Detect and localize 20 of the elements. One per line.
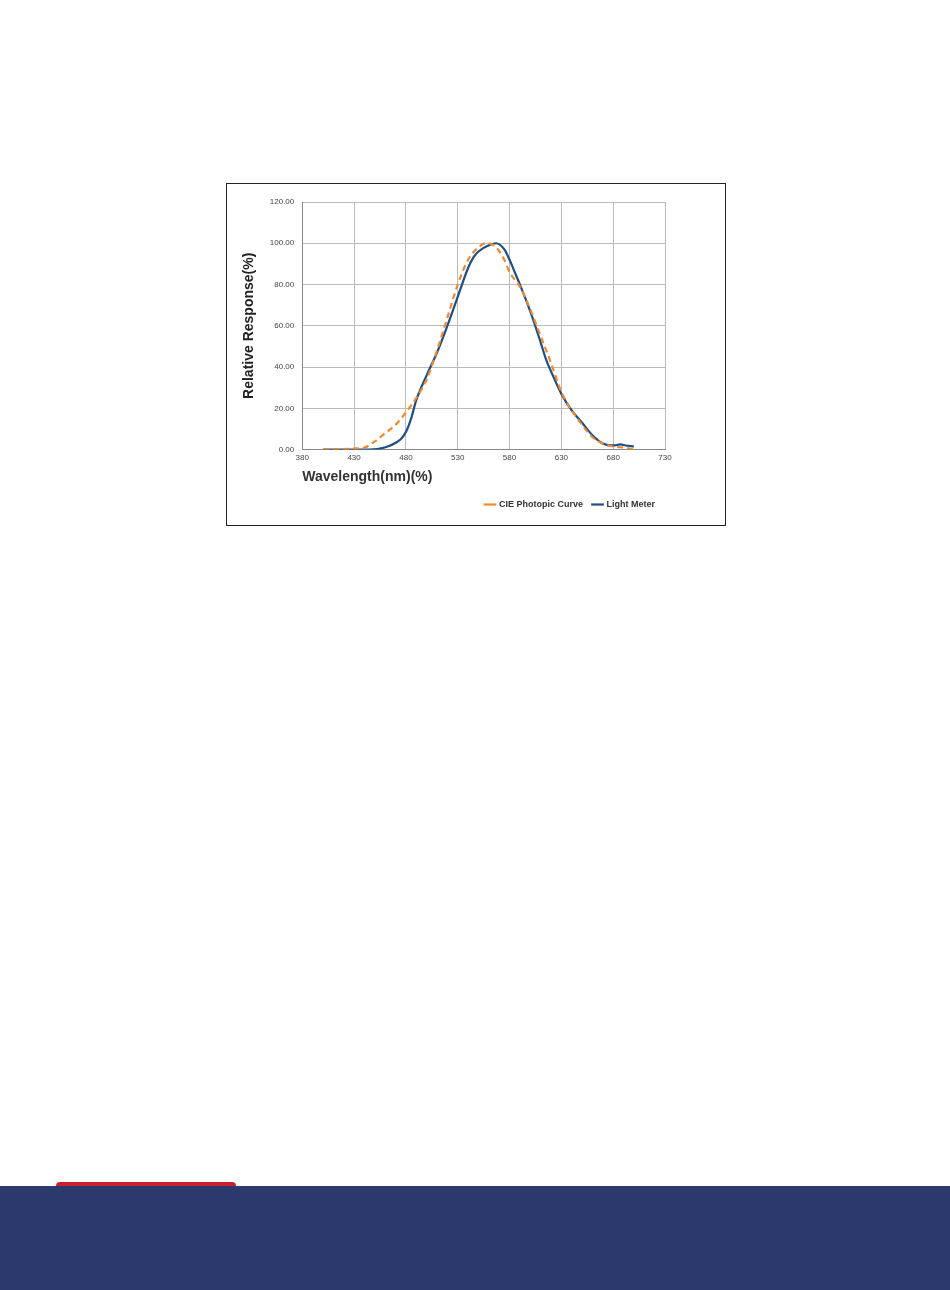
x-tick-label: 630 bbox=[554, 452, 569, 462]
x-tick-label: 430 bbox=[347, 452, 362, 462]
legend-label: Light Meter bbox=[606, 498, 656, 509]
x-axis-title: Wavelength(nm)(%) bbox=[302, 468, 433, 485]
y-tick-label: 60.00 bbox=[274, 321, 295, 330]
x-tick-label: 480 bbox=[399, 452, 414, 462]
x-tick-label: 380 bbox=[295, 452, 310, 462]
y-tick-label: 40.00 bbox=[274, 362, 295, 372]
y-axis-title: Relative Response(%) bbox=[240, 252, 257, 399]
line-series bbox=[321, 242, 636, 450]
x-tick-label: 680 bbox=[606, 452, 621, 462]
legend-label: CIE Photopic Curve bbox=[498, 498, 584, 509]
y-tick-label: 120.00 bbox=[269, 197, 295, 207]
x-tick-label: 580 bbox=[502, 452, 517, 462]
x-tick-label: 530 bbox=[451, 452, 465, 462]
y-tick-label: 0.00 bbox=[278, 444, 295, 454]
y-tick-label: 20.00 bbox=[274, 403, 295, 413]
x-tick-label: 730 bbox=[658, 452, 673, 462]
y-tick-label: 100.00 bbox=[269, 238, 295, 248]
y-tick-label: 80.00 bbox=[274, 279, 295, 289]
